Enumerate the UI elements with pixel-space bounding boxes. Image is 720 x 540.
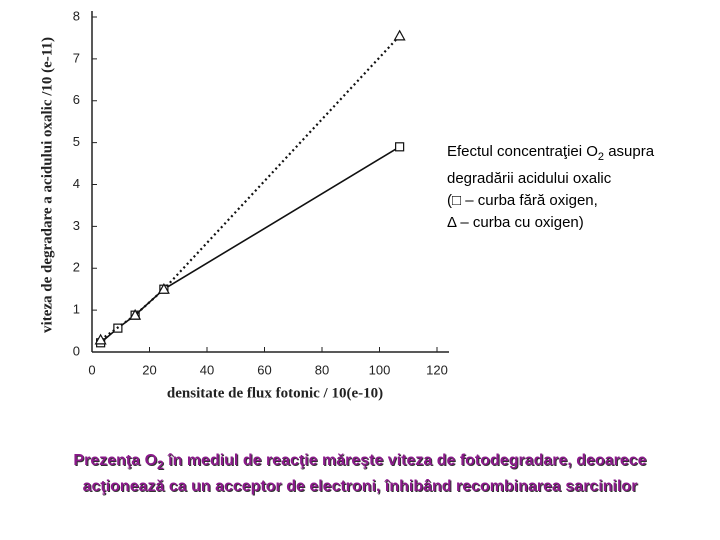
annotation-line: Efectul concentraţiei O2 asupra (447, 141, 654, 168)
triangle-marker (94, 333, 107, 345)
caption-line: Prezenţa O2 în mediul de reacţie măreşte… (0, 450, 720, 476)
y-tick-label: 5 (73, 134, 80, 149)
y-tick-label: 2 (73, 260, 80, 275)
y-tick-label: 8 (73, 8, 80, 23)
y-tick-label: 6 (73, 92, 80, 107)
y-tick-label: 3 (73, 218, 80, 233)
annotation-line: Δ – curba cu oxigen) (447, 214, 584, 231)
chart: densitate de flux fotonic / 10(e-10) vit… (39, 8, 449, 401)
annotation-subscript: 2 (597, 151, 605, 163)
series-line (99, 35, 401, 341)
x-tick-label: 120 (426, 362, 448, 377)
x-tick-label: 60 (257, 362, 271, 377)
x-tick-label: 80 (315, 362, 329, 377)
y-axis-label: viteza de degradare a acidului oxalic /1… (39, 37, 55, 333)
annotation: Efectul concentraţiei O2 asupra degradăr… (447, 141, 654, 234)
caption: Prezenţa O2 în mediul de reacţie măreşte… (0, 450, 720, 498)
annotation-text: asupra (604, 143, 655, 160)
square-marker (395, 142, 405, 152)
annotation-line: (□ – curba fără oxigen, (447, 192, 598, 209)
y-tick-label: 7 (73, 50, 80, 65)
y-tick-label: 0 (73, 343, 80, 358)
x-tick-label: 20 (142, 362, 156, 377)
x-axis-label: densitate de flux fotonic / 10(e-10) (167, 385, 383, 401)
triangle-marker (129, 308, 142, 320)
x-tick-label: 0 (88, 362, 95, 377)
caption-line: acţionează ca un acceptor de electroni, … (82, 478, 638, 496)
x-tick-label: 40 (200, 362, 214, 377)
caption-subscript: 2 (157, 458, 164, 473)
series-line (100, 146, 401, 344)
caption-text: Prezenţa O (73, 452, 158, 469)
triangle-marker (157, 282, 170, 294)
triangle-marker (393, 29, 406, 41)
y-tick-label: 1 (73, 302, 80, 317)
annotation-text: Efectul concentraţiei O (447, 143, 598, 160)
x-tick-label: 100 (369, 362, 391, 377)
caption-text: în mediul de reacţie măreşte viteza de f… (163, 452, 647, 469)
annotation-line: degradării acidului oxalic (447, 170, 612, 187)
y-tick-label: 4 (73, 176, 80, 191)
